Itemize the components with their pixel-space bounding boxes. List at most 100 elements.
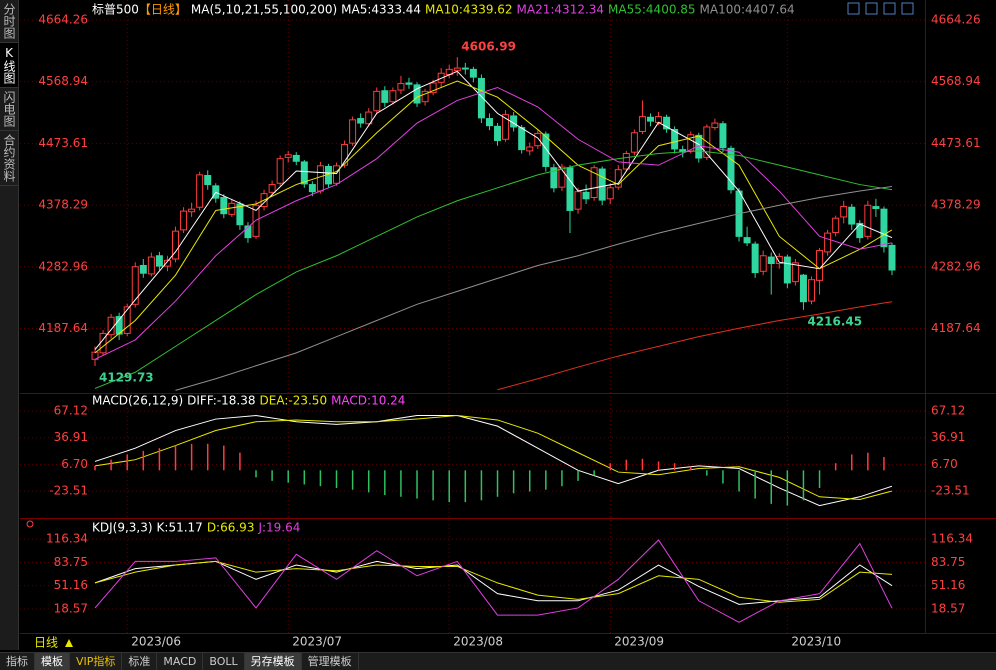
indicator-line [94, 560, 893, 605]
candle-body [679, 149, 687, 153]
indicator-line [175, 186, 893, 391]
y-tick-label: 4664.26 [931, 13, 981, 27]
icon[interactable] [883, 2, 896, 15]
y-tick-label: 4473.61 [931, 136, 981, 150]
candle-body [880, 208, 888, 248]
y-tick-label: 4282.96 [38, 259, 88, 273]
legend-entry: MA21:4312.34 [517, 3, 605, 17]
icon[interactable] [901, 2, 914, 15]
candle-body [711, 122, 719, 129]
y-tick-label: 67.12 [54, 404, 88, 418]
chart-title-tag: 【日线】 [139, 3, 187, 17]
candle-body [147, 256, 155, 275]
price-annotation: 4216.45 [807, 314, 862, 328]
y-tick-label: 4378.29 [38, 198, 88, 212]
candle-body [276, 158, 284, 184]
period-arrow[interactable] [65, 639, 73, 647]
candle-body [550, 167, 558, 189]
legend-entry: K:51.17 [157, 521, 203, 535]
indicator-line [497, 301, 893, 391]
side-tab[interactable]: K线图 [0, 43, 18, 88]
candle-body [832, 217, 840, 233]
candle-body [727, 147, 735, 191]
y-tick-label: 83.75 [931, 555, 965, 569]
y-tick-label: 51.16 [931, 578, 965, 592]
candle-body [228, 202, 236, 215]
bottom-tab[interactable]: 模板 [35, 653, 70, 670]
legend-entry: MACD:10.24 [331, 394, 405, 408]
candle-body [115, 316, 123, 335]
candle-body [220, 197, 228, 215]
x-tick-label: 2023/07 [292, 635, 342, 649]
price-annotation: 4129.73 [99, 370, 154, 384]
legend-entry: D:66.93 [207, 521, 255, 535]
candle-body [429, 82, 437, 94]
y-tick-label: 18.57 [931, 601, 965, 615]
side-tab[interactable]: 合约资料 [0, 131, 18, 186]
candle-body [469, 68, 477, 78]
y-tick-label: 6.70 [61, 457, 88, 471]
bottom-tab[interactable]: 指标 [0, 653, 35, 670]
y-tick-label: -23.51 [931, 484, 970, 498]
candle-body [856, 222, 864, 239]
candle-body [477, 77, 485, 119]
candle-body [590, 167, 598, 199]
candle-body [518, 127, 526, 151]
candle-body [485, 118, 493, 127]
candle-body [333, 165, 341, 184]
icon[interactable] [865, 2, 878, 15]
candle-body [453, 67, 461, 72]
candle-body [622, 152, 630, 170]
candle-body [204, 175, 212, 186]
y-tick-label: 83.75 [54, 555, 88, 569]
candle-body [188, 208, 196, 213]
y-tick-label: 4378.29 [931, 198, 981, 212]
candle-body [421, 90, 429, 103]
candle-body [341, 143, 349, 166]
candle-body [574, 191, 582, 210]
bottom-tabs: 指标 模板 VIP指标 标准 MACD BOLL 另存模板 管理模板 [0, 652, 996, 670]
bottom-tab[interactable]: MACD [157, 653, 204, 670]
y-tick-label: 36.91 [54, 430, 88, 444]
chart-title: MACD(26,12,9) [92, 394, 183, 408]
bottom-tab[interactable]: VIP指标 [70, 653, 123, 670]
y-tick-label: 18.57 [54, 601, 88, 615]
y-tick-label: 4187.64 [931, 321, 981, 335]
bottom-tab[interactable]: 标准 [122, 653, 158, 670]
candle-body [598, 168, 606, 201]
side-tabs: 分时图 K线图 闪电图 合约资料 [0, 0, 19, 650]
x-tick-label: 2023/08 [453, 635, 503, 649]
x-tick-label: 2023/09 [614, 635, 664, 649]
y-tick-label: 4187.64 [38, 321, 88, 335]
legend-entry: MA100:4407.64 [700, 3, 795, 17]
candle-body [807, 279, 815, 302]
candle-body [671, 129, 679, 150]
indicator-line [94, 415, 893, 507]
candle-body [888, 244, 896, 271]
candle-body [840, 206, 848, 218]
y-tick-label: -23.51 [49, 484, 88, 498]
candle-body [799, 274, 807, 303]
y-tick-label: 4664.26 [38, 13, 88, 27]
icon[interactable] [847, 2, 860, 15]
bottom-tab[interactable]: 管理模板 [302, 653, 359, 670]
candle-body [373, 90, 381, 112]
settings-icon[interactable] [26, 520, 34, 528]
candle-body [236, 203, 244, 226]
bottom-tab[interactable]: 另存模板 [244, 653, 302, 670]
side-tab[interactable]: 闪电图 [0, 88, 18, 131]
candle-body [783, 256, 791, 284]
side-tab[interactable]: 分时图 [0, 0, 18, 43]
candle-body [268, 184, 276, 193]
indicator-line [94, 150, 893, 389]
candle-body [284, 154, 292, 158]
candle-body [759, 255, 767, 272]
y-tick-label: 36.91 [931, 430, 965, 444]
period-label: 日线 [34, 636, 58, 650]
bottom-tab[interactable]: BOLL [203, 653, 245, 670]
legend-entry: DEA:-23.50 [260, 394, 328, 408]
candle-body [864, 204, 872, 237]
candle-body [300, 161, 308, 185]
candle-body [365, 111, 373, 125]
